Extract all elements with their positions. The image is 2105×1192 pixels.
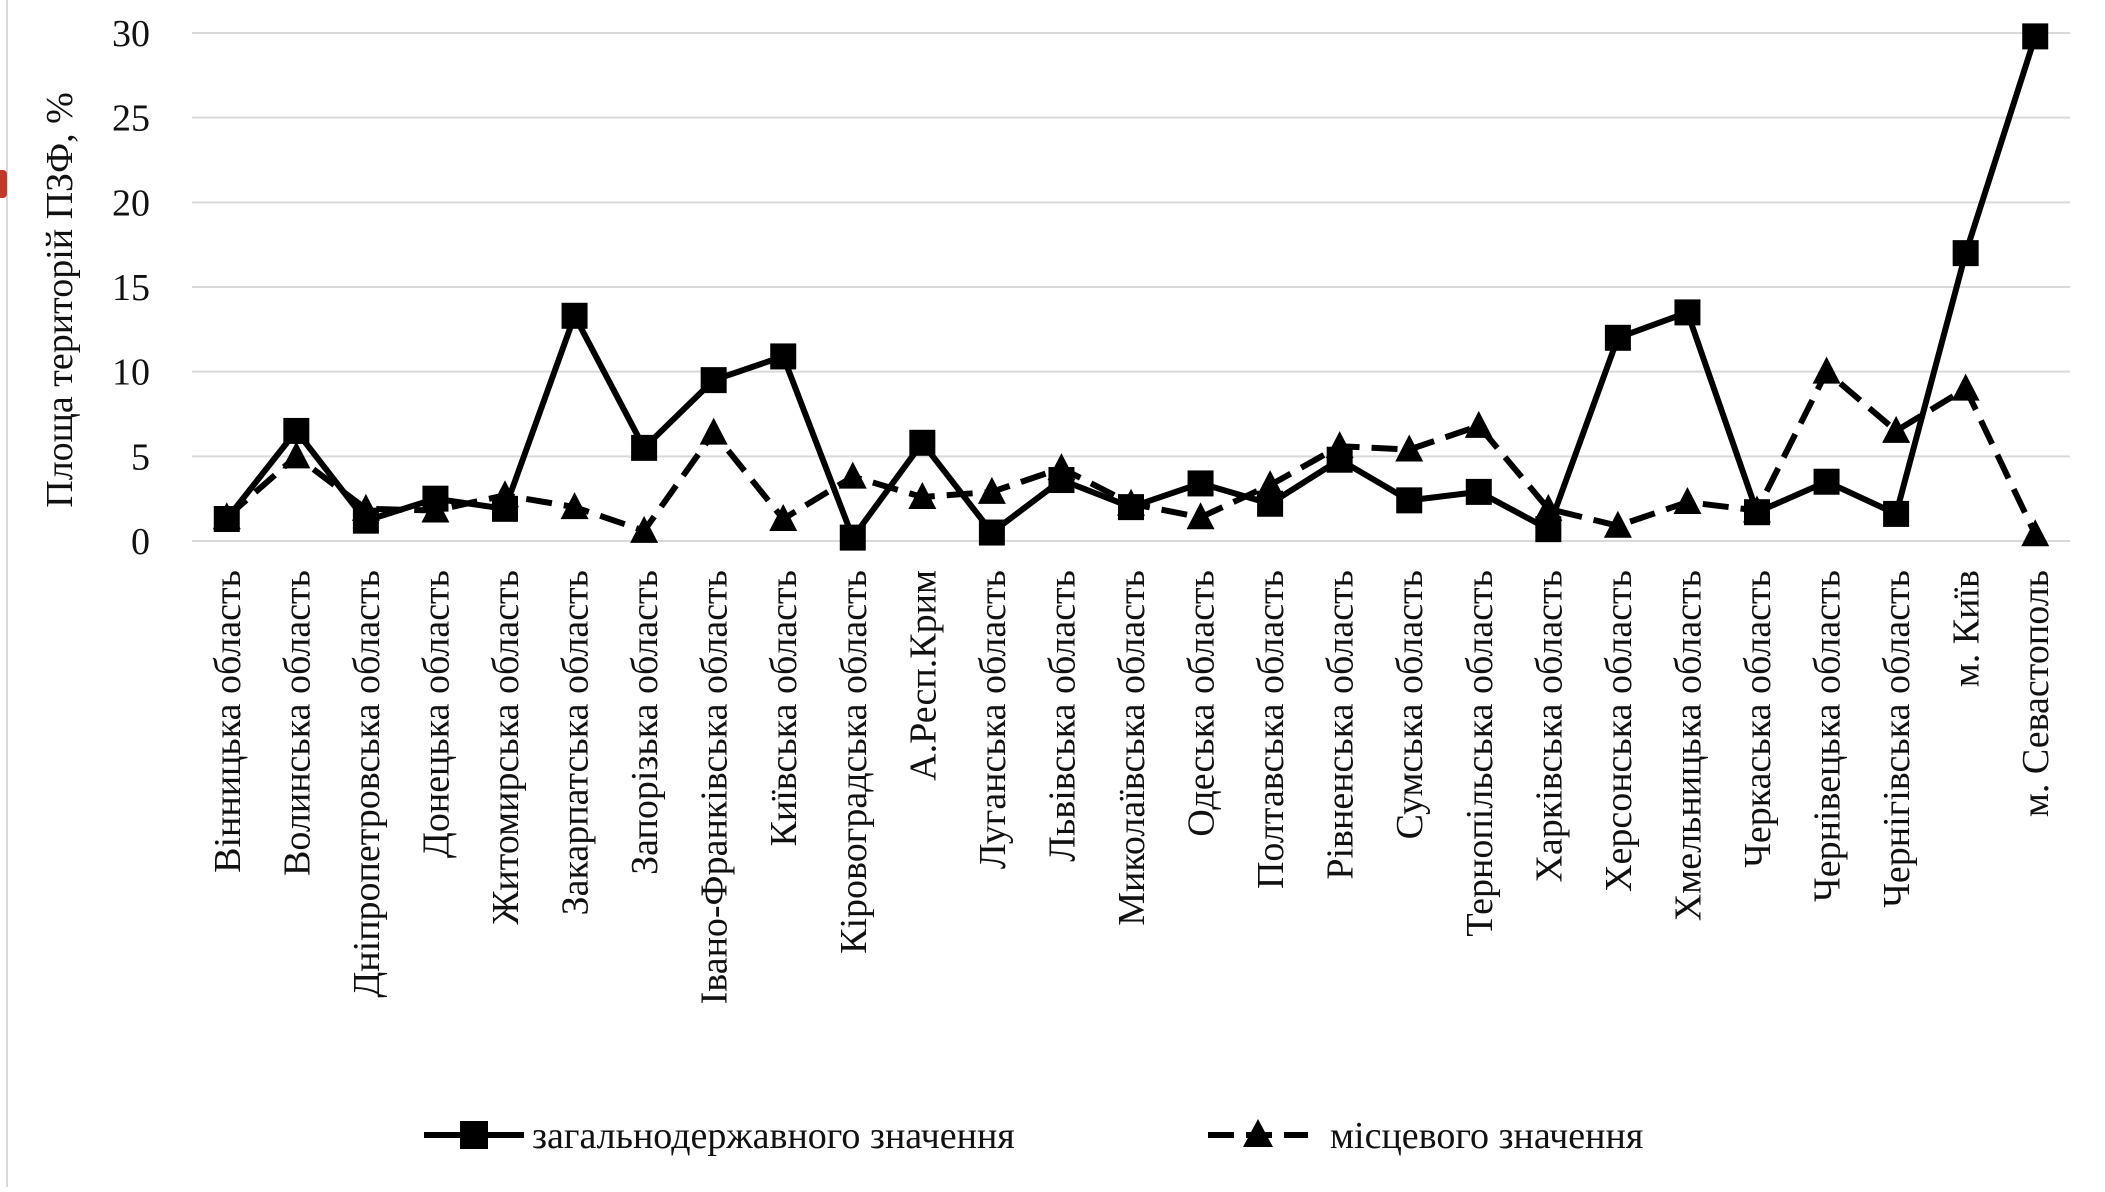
x-tick-label: Одеська область: [1181, 570, 1223, 837]
data-point-triangle: [560, 492, 589, 520]
x-tick-label: Львівська область: [1041, 570, 1083, 862]
x-tick-label: Луганська область: [972, 570, 1014, 869]
data-point-square: [631, 434, 658, 461]
data-point-square: [770, 343, 797, 370]
data-point-triangle: [1812, 356, 1841, 384]
x-tick-label: Дніпропетровська область: [346, 570, 388, 998]
y-tick-label: 10: [112, 352, 150, 394]
x-tick-label: Житомирська область: [485, 570, 527, 925]
data-point-triangle: [1882, 415, 1911, 443]
x-tick-label: Хмельницька область: [1667, 570, 1709, 921]
data-point-square: [2022, 23, 2049, 50]
legend-triangle-marker: [1243, 1119, 1273, 1147]
data-point-triangle: [212, 502, 241, 530]
x-tick-label: Донецька область: [415, 570, 457, 858]
slide-frame-line: [6, 0, 8, 1187]
data-point-triangle: [1186, 502, 1215, 530]
grid-lines: [192, 32, 2070, 542]
data-point-triangle: [1534, 493, 1563, 521]
x-tick-label: Тернопільська область: [1459, 570, 1501, 937]
data-point-triangle: [2021, 519, 2050, 547]
y-tick-label: 20: [112, 182, 150, 224]
x-tick-label: Волинська область: [276, 570, 318, 876]
series-local: [212, 356, 2050, 547]
x-tick-label: Миколаївська область: [1111, 570, 1153, 926]
data-point-triangle: [977, 476, 1006, 504]
x-tick-label: Івано-Франківська область: [694, 570, 736, 1004]
data-point-triangle: [838, 461, 867, 489]
data-point-triangle: [421, 495, 450, 523]
data-point-triangle: [1325, 431, 1354, 459]
data-point-square: [283, 417, 310, 444]
x-tick-label: Запорізька область: [624, 570, 666, 875]
y-tick-label: 25: [112, 98, 150, 140]
x-tick-label: м. Київ: [1946, 570, 1988, 687]
x-tick-label: Чернігівська область: [1876, 570, 1918, 908]
legend-item-local: місцевого значення: [1208, 1115, 1643, 1157]
y-tick-label: 0: [131, 521, 150, 563]
data-point-triangle: [1673, 487, 1702, 515]
y-tick-label: 15: [112, 267, 150, 309]
data-point-triangle: [769, 503, 798, 531]
y-tick-label: 30: [112, 13, 150, 55]
legend: загальнодержавного значення місцевого зн…: [424, 1115, 1643, 1157]
data-point-square: [1396, 487, 1423, 514]
x-tick-label: Закарпатська область: [555, 570, 597, 915]
y-axis-label: Площа територій ПЗФ, %: [39, 92, 81, 508]
data-point-square: [1604, 324, 1631, 351]
x-tick-label: Черкаська область: [1737, 570, 1779, 868]
legend-label-local: місцевого значення: [1330, 1115, 1643, 1157]
x-tick-label: Вінницька область: [207, 570, 249, 873]
y-axis-ticks: 0 5 10 15 20 25 30: [112, 13, 150, 563]
x-tick-label: Сумська область: [1389, 570, 1431, 839]
x-tick-label: Кіровоградська область: [833, 570, 875, 954]
legend-square-marker: [460, 1121, 488, 1149]
y-tick-label: 5: [131, 436, 150, 478]
data-point-triangle: [1047, 453, 1076, 481]
legend-item-general: загальнодержавного значення: [424, 1115, 1015, 1157]
data-point-triangle: [1951, 373, 1980, 401]
data-point-triangle: [1395, 434, 1424, 462]
data-point-square: [700, 367, 727, 394]
x-tick-label: м. Севастополь: [2015, 570, 2057, 817]
data-point-square: [839, 524, 866, 551]
data-point-triangle: [1117, 488, 1145, 516]
data-point-square: [1187, 470, 1214, 497]
x-tick-label: Київська область: [763, 570, 805, 846]
legend-label-general: загальнодержавного значення: [532, 1115, 1015, 1157]
data-point-square: [978, 519, 1005, 546]
data-point-square: [1952, 240, 1979, 267]
data-point-triangle: [908, 481, 937, 509]
x-tick-label: Чернівецька область: [1807, 570, 1849, 902]
data-point-square: [909, 429, 936, 456]
data-point-square: [561, 302, 588, 329]
series-lines: [212, 23, 2050, 551]
data-point-triangle: [699, 417, 728, 445]
data-point-triangle: [1743, 495, 1771, 523]
x-tick-label: Харківська область: [1528, 570, 1570, 883]
data-point-square: [1883, 500, 1910, 527]
data-point-square: [1465, 478, 1492, 505]
data-point-square: [1674, 299, 1701, 326]
x-tick-label: Рівненська область: [1320, 570, 1362, 880]
data-point-triangle: [282, 441, 311, 469]
x-axis-ticks: Вінницька область Волинська область Дніпро…: [207, 570, 2057, 1004]
data-point-triangle: [1603, 510, 1632, 538]
data-point-square: [1813, 468, 1840, 495]
x-tick-label: Полтавська область: [1250, 570, 1292, 889]
data-point-triangle: [1464, 410, 1493, 438]
x-tick-label: Херсонська область: [1598, 570, 1640, 892]
slide-decoration-mark: [0, 170, 7, 198]
data-point-triangle: [630, 515, 659, 543]
x-tick-label: А.Респ.Крим: [902, 570, 944, 781]
data-point-triangle: [351, 493, 380, 521]
data-point-triangle: [1256, 470, 1285, 498]
data-point-triangle: [491, 480, 519, 508]
